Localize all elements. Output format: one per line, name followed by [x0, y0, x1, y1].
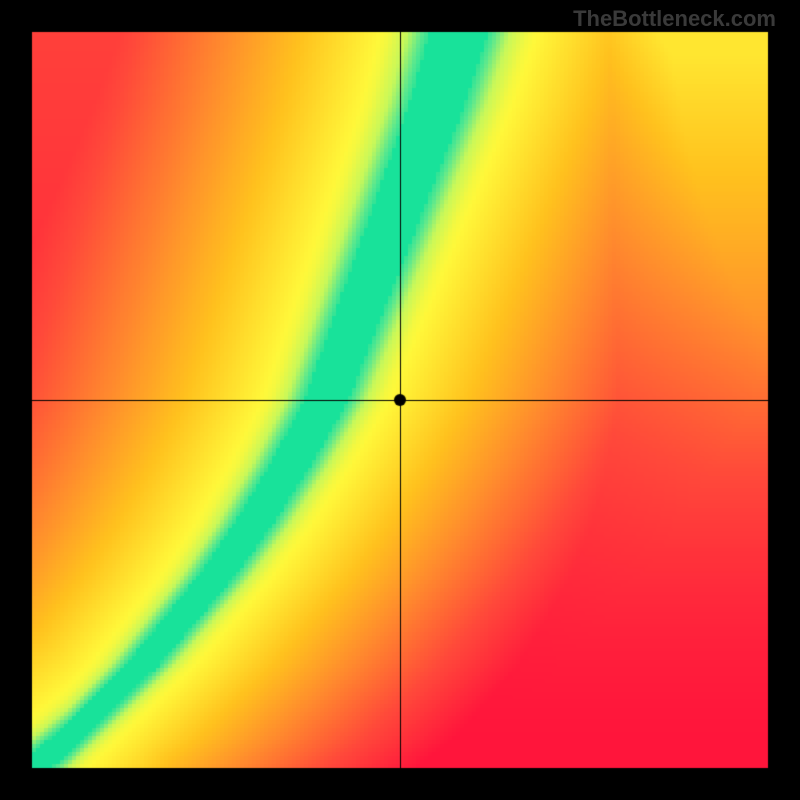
- chart-container: TheBottleneck.com: [0, 0, 800, 800]
- watermark-label: TheBottleneck.com: [573, 6, 776, 32]
- heatmap-canvas: [0, 0, 800, 800]
